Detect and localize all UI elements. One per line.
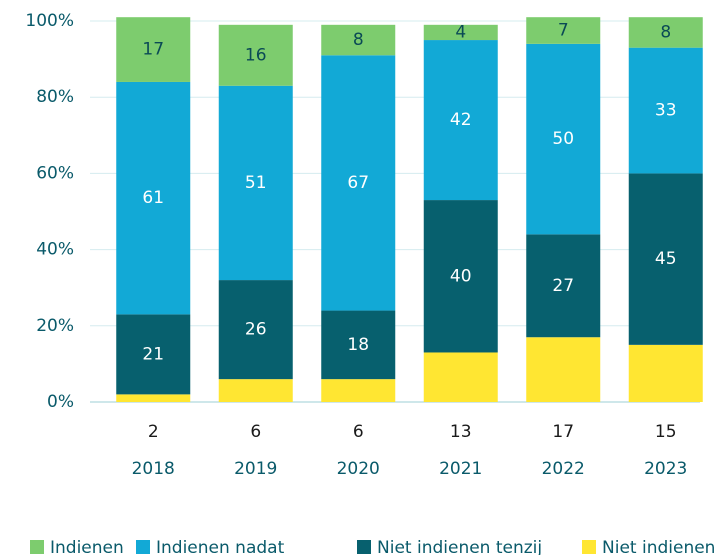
value-label: 4: [455, 22, 466, 42]
value-label: 6: [353, 422, 364, 442]
value-label: 8: [660, 22, 671, 42]
bar-segment: [116, 314, 191, 395]
legend-label: Indienen: [50, 538, 124, 555]
bar-segment: [423, 40, 498, 201]
x-tick-label: 2019: [234, 459, 277, 479]
x-tick-label: 2022: [542, 459, 585, 479]
x-tick-label: 2023: [644, 459, 687, 479]
legend-swatch: [30, 540, 44, 554]
value-label: 51: [245, 173, 267, 193]
bar-segment: [218, 379, 293, 402]
y-tick-label: 0%: [47, 392, 74, 412]
bar-segment: [321, 24, 396, 56]
bar-segment: [321, 55, 396, 311]
value-label: 15: [655, 422, 677, 442]
y-tick-label: 40%: [36, 240, 74, 260]
value-label: 33: [655, 101, 677, 121]
value-label: 67: [347, 173, 369, 193]
value-label: 27: [552, 276, 574, 296]
y-tick-label: 60%: [36, 163, 74, 183]
value-label: 21: [142, 344, 164, 364]
bar-segment: [628, 173, 703, 345]
value-label: 6: [250, 422, 261, 442]
x-tick-label: 2018: [132, 459, 175, 479]
y-tick-label: 20%: [36, 316, 74, 336]
value-label: 42: [450, 110, 472, 130]
bar-segment: [628, 47, 703, 174]
bar-segment: [526, 17, 601, 44]
value-label: 26: [245, 320, 267, 340]
legend-swatch: [136, 540, 150, 554]
y-tick-label: 100%: [25, 11, 74, 31]
bar-segment: [423, 200, 498, 353]
value-label: 17: [552, 422, 574, 442]
value-label: 61: [142, 188, 164, 208]
x-tick-label: 2020: [337, 459, 380, 479]
bar-segment: [526, 234, 601, 338]
bar-segment: [116, 394, 191, 402]
y-tick-label: 80%: [36, 87, 74, 107]
value-label: 18: [347, 335, 369, 355]
legend-swatch: [357, 540, 371, 554]
x-tick-label: 2021: [439, 459, 482, 479]
bar-segment: [423, 352, 498, 402]
bar-segment: [218, 24, 293, 86]
bar-segment: [628, 17, 703, 48]
value-label: 7: [558, 21, 569, 41]
value-label: 13: [450, 422, 472, 442]
bar-segment: [116, 17, 191, 82]
bar-segment: [321, 379, 396, 402]
value-label: 16: [245, 45, 267, 65]
bar-segment: [218, 280, 293, 380]
legend-label: Indienen nadat: [156, 538, 285, 555]
legend-label: Niet indienen: [602, 538, 715, 555]
bar-segment: [628, 344, 703, 402]
value-label: 17: [142, 40, 164, 60]
value-label: 8: [353, 30, 364, 50]
bar-segment: [321, 310, 396, 380]
legend-swatch: [582, 540, 596, 554]
value-label: 2: [148, 422, 159, 442]
value-label: 40: [450, 266, 472, 286]
value-label: 45: [655, 249, 677, 269]
legend-label: Niet indienen tenzij: [377, 538, 542, 555]
bar-segment: [218, 85, 293, 281]
bar-segment: [526, 337, 601, 402]
bar-segment: [423, 24, 498, 41]
bar-segment: [116, 81, 191, 315]
value-label: 50: [552, 129, 574, 149]
bar-segment: [526, 43, 601, 235]
